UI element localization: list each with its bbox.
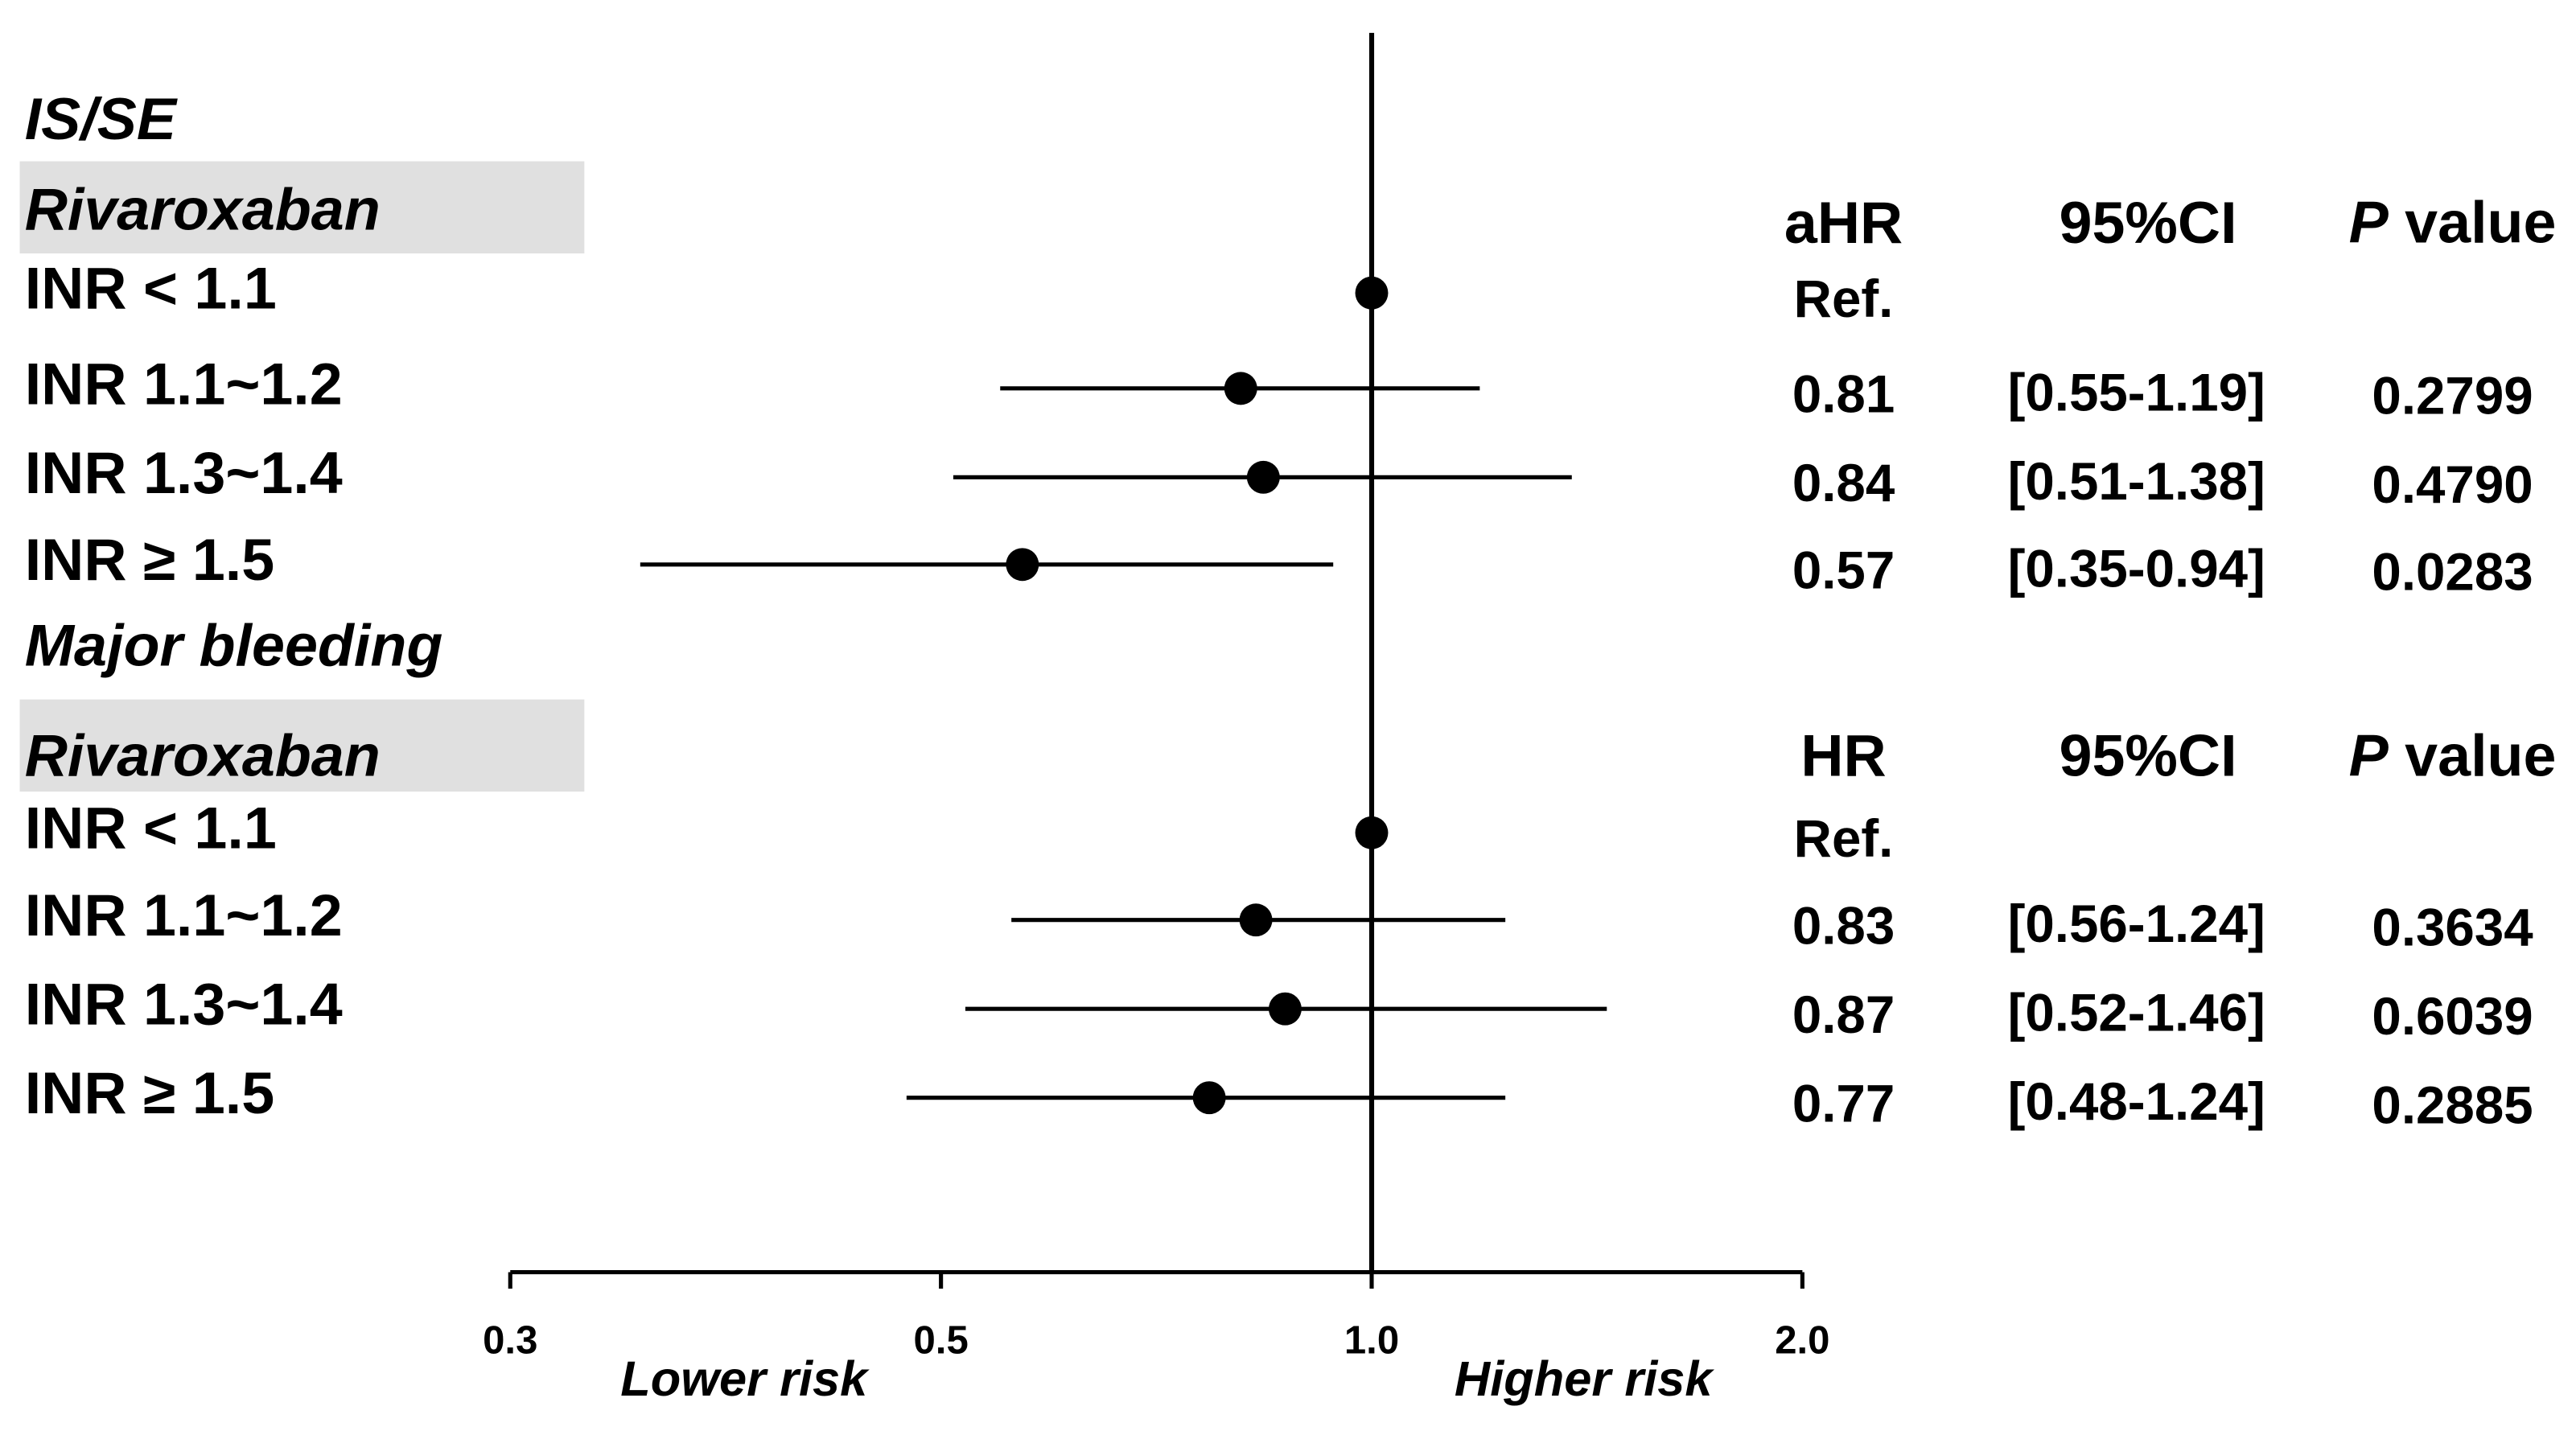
header-value: value bbox=[2405, 189, 2556, 256]
ci-label: [0.35-0.94] bbox=[2008, 539, 2265, 598]
hr-value: 0.81 bbox=[1792, 364, 1895, 423]
x-tick-label: 0.5 bbox=[914, 1319, 969, 1363]
subtitle: Rivaroxaban bbox=[25, 175, 381, 242]
point bbox=[1355, 276, 1389, 310]
row-label: INR ≥ 1.5 bbox=[25, 1059, 275, 1126]
hr-value: 0.87 bbox=[1792, 985, 1895, 1044]
p-value: 0.6039 bbox=[2372, 987, 2533, 1046]
header-p: P bbox=[2349, 189, 2389, 256]
hr-value: 0.84 bbox=[1792, 454, 1895, 512]
subtitle-band bbox=[19, 161, 585, 254]
column-header: aHR bbox=[1784, 189, 1903, 256]
point bbox=[1224, 372, 1257, 405]
row-label: INR < 1.1 bbox=[25, 795, 277, 861]
header-value: value bbox=[2405, 722, 2556, 789]
group-title: Major bleeding bbox=[25, 612, 443, 679]
subtitle-band bbox=[19, 699, 585, 792]
hr-value: 0.83 bbox=[1792, 896, 1895, 955]
ci-label: [0.56-1.24] bbox=[2008, 894, 2265, 953]
column-header: 95%CI bbox=[2060, 189, 2237, 256]
ci-label: [0.51-1.38] bbox=[2008, 452, 2265, 511]
row-label: INR 1.3~1.4 bbox=[25, 971, 343, 1038]
annotation: Lower risk bbox=[620, 1351, 870, 1407]
point bbox=[1246, 460, 1280, 494]
p-value: 0.2885 bbox=[2372, 1075, 2533, 1134]
ci-label: [0.55-1.19] bbox=[2008, 363, 2265, 421]
row-label: INR 1.1~1.2 bbox=[25, 350, 343, 417]
p-value: 0.3634 bbox=[2372, 898, 2533, 956]
subtitle: Rivaroxaban bbox=[25, 722, 381, 789]
row-label: INR < 1.1 bbox=[25, 255, 277, 322]
x-tick-label: 1.0 bbox=[1344, 1319, 1399, 1363]
p-value: 0.4790 bbox=[2372, 455, 2533, 514]
column-header: HR bbox=[1800, 722, 1886, 789]
point bbox=[1355, 816, 1389, 849]
point bbox=[1192, 1081, 1226, 1115]
point bbox=[1268, 992, 1302, 1026]
hr-value: 0.77 bbox=[1792, 1074, 1895, 1133]
point bbox=[1006, 548, 1039, 582]
header-p: P bbox=[2349, 722, 2389, 789]
column-header: 95%CI bbox=[2060, 722, 2237, 789]
x-tick-label: 0.3 bbox=[483, 1319, 537, 1363]
x-tick-label: 2.0 bbox=[1775, 1319, 1829, 1363]
point bbox=[1239, 903, 1273, 937]
hr-value: 0.57 bbox=[1792, 541, 1895, 599]
group-title: IS/SE bbox=[25, 85, 178, 152]
column-header: P value bbox=[2349, 189, 2557, 256]
annotation: Higher risk bbox=[1455, 1351, 1714, 1407]
hr-value: Ref. bbox=[1794, 809, 1894, 868]
hr-value: Ref. bbox=[1794, 269, 1894, 328]
row-label: INR 1.1~1.2 bbox=[25, 882, 343, 948]
ci-label: [0.48-1.24] bbox=[2008, 1072, 2265, 1131]
row-label: INR ≥ 1.5 bbox=[25, 526, 275, 593]
row-label: INR 1.3~1.4 bbox=[25, 439, 343, 506]
column-header: P value bbox=[2349, 722, 2557, 789]
ci-label: [0.52-1.46] bbox=[2008, 984, 2265, 1042]
p-value: 0.2799 bbox=[2372, 366, 2533, 425]
p-value: 0.0283 bbox=[2372, 542, 2533, 601]
